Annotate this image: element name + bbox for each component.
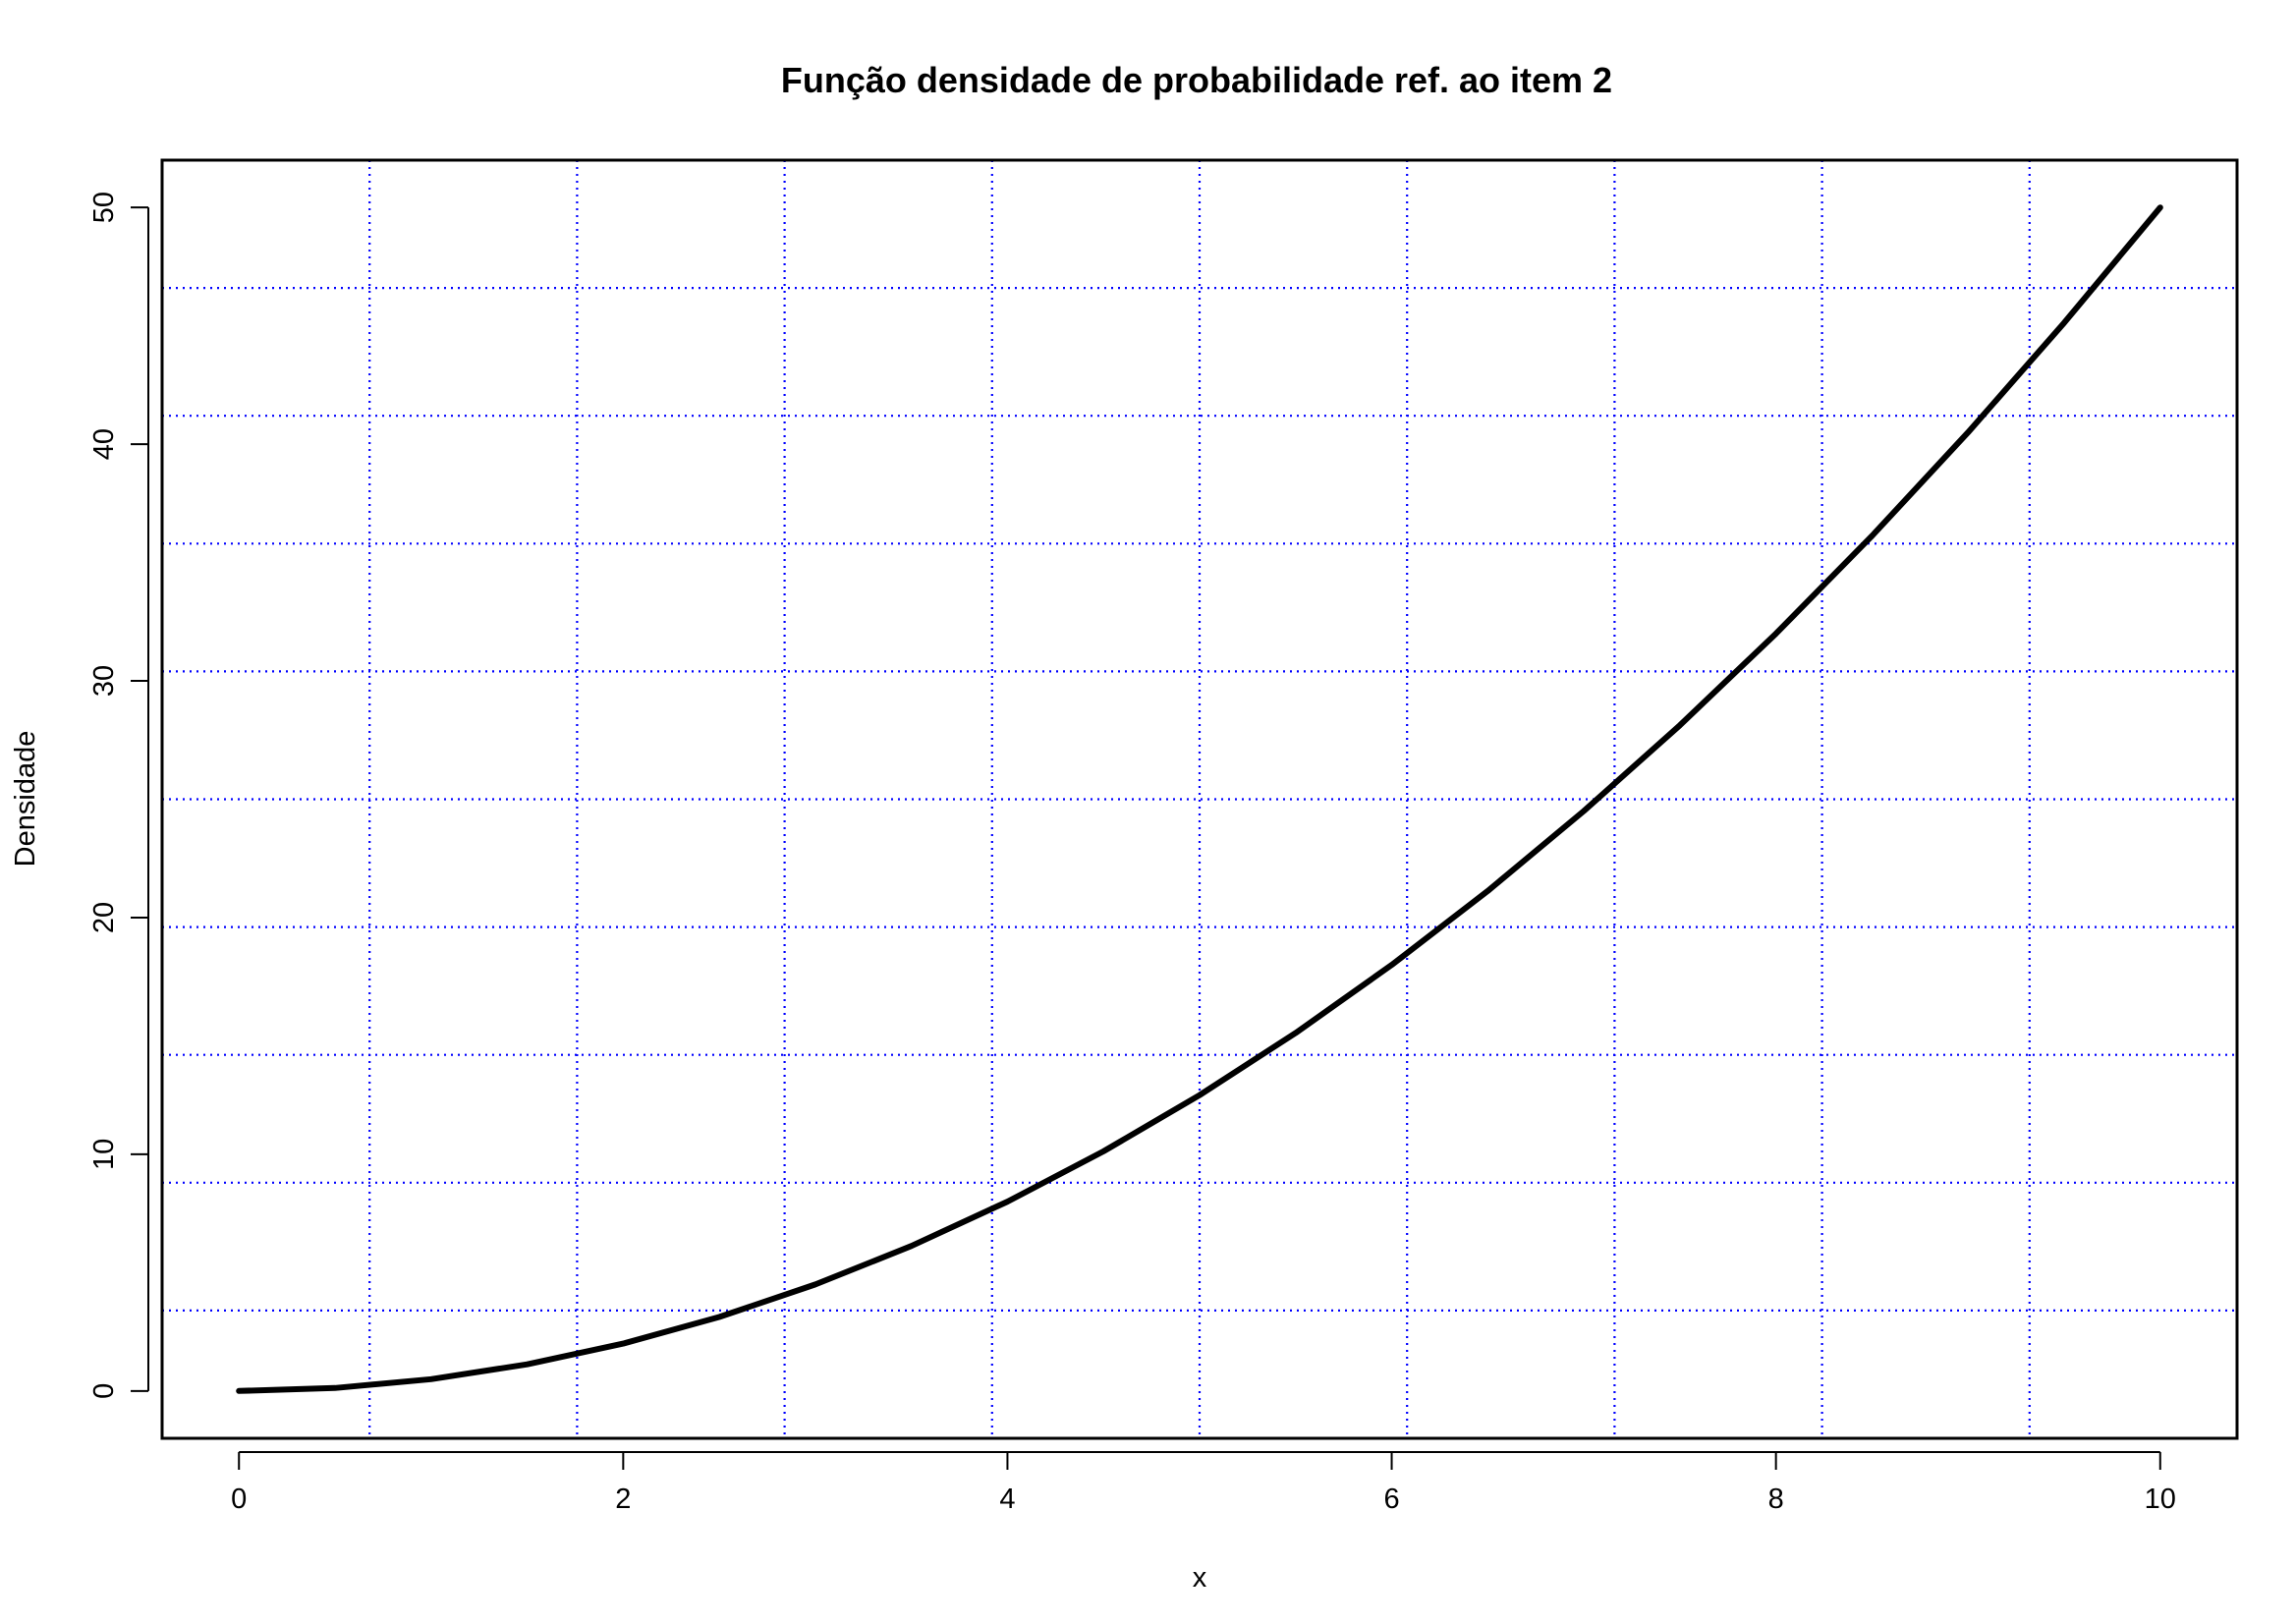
y-tick-label-5: 50 xyxy=(88,192,120,223)
y-axis: 0 10 20 30 40 50 xyxy=(88,192,149,1399)
series-layer xyxy=(236,204,2163,1394)
chart-title: Função densidade de probabilidade ref. a… xyxy=(781,60,1612,100)
x-tick-label-0: 0 xyxy=(231,1484,247,1515)
x-axis: 0 2 4 6 8 10 xyxy=(231,1451,2176,1515)
y-tick-label-2: 20 xyxy=(88,902,120,933)
y-tick-label-0: 0 xyxy=(88,1383,120,1399)
plot-frame xyxy=(160,158,2239,1440)
x-axis-label: x xyxy=(1193,1562,1207,1594)
y-tick-label-4: 40 xyxy=(88,428,120,460)
y-axis-label: Densidade xyxy=(10,731,41,868)
y-tick-label-3: 30 xyxy=(88,665,120,697)
grid xyxy=(162,160,2237,1438)
x-tick-label-4: 8 xyxy=(1768,1484,1784,1515)
density-curve-0 xyxy=(236,204,2163,1394)
x-tick-label-5: 10 xyxy=(2145,1484,2176,1515)
x-tick-label-3: 6 xyxy=(1383,1484,1399,1515)
y-tick-label-1: 10 xyxy=(88,1139,120,1170)
x-tick-label-1: 2 xyxy=(615,1484,631,1515)
x-tick-label-2: 4 xyxy=(999,1484,1015,1515)
